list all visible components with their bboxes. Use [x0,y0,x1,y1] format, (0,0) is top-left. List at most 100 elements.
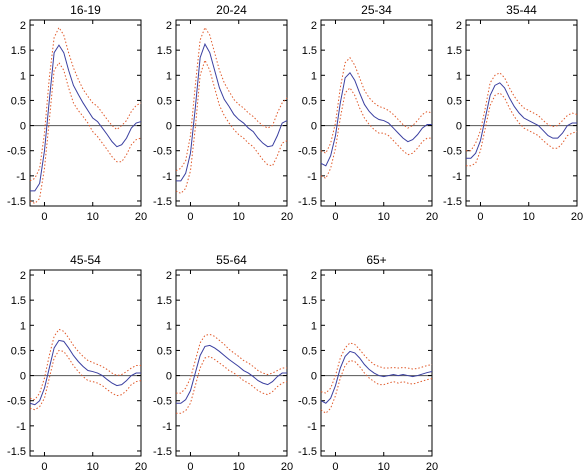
y-tick-label: 0 [166,121,172,133]
panel-title: 20-24 [216,3,247,17]
y-tick-label: -1.5 [298,446,317,458]
axes-frame [29,269,142,457]
chart-panel: 65+-1.5-1-0.500.511.520 10 20 [298,253,438,473]
y-tick-label: -1.5 [298,196,317,208]
y-tick-label: -1.5 [7,446,26,458]
panel-title: 16-19 [70,3,101,17]
y-tick-label: 1 [20,70,26,82]
x-tick-label: 20 [571,211,583,223]
chart-panel: 35-44-1.5-1-0.500.511.520 10 20 [443,3,583,223]
y-tick-label: 1 [456,70,462,82]
y-tick-label: 0 [311,121,317,133]
y-tick-label: 1.5 [447,45,462,57]
y-tick-label: 1.5 [11,295,26,307]
y-tick-label: -0.5 [7,396,26,408]
y-tick-label: 1 [311,320,317,332]
series-line-lower-band [175,58,288,195]
y-tick-label: 1.5 [302,295,317,307]
x-tick-label: 10 [233,211,245,223]
y-tick-label: 1 [166,320,172,332]
y-tick-label: 0 [311,371,317,383]
axes-frame [320,269,433,457]
series-line-upper-band [175,26,288,172]
series-line-upper-band [320,56,433,154]
x-tick-label: 10 [87,461,99,473]
x-tick-label: 0 [477,211,483,223]
chart-panel: 55-64-1.5-1-0.500.511.520 10 20 [153,253,293,473]
y-tick-label: 1 [166,70,172,82]
axes-frame [465,19,578,207]
series-line-estimate [320,350,433,404]
y-tick-label: -0.5 [153,396,172,408]
y-tick-label: 1.5 [302,45,317,57]
y-tick-label: 1 [311,70,317,82]
x-tick-label: 0 [187,461,193,473]
x-tick-label: 0 [332,211,338,223]
y-tick-label: 0 [166,371,172,383]
x-tick-label: 10 [523,211,535,223]
x-tick-label: 0 [187,211,193,223]
panel-title: 55-64 [216,253,247,267]
y-tick-label: 0.5 [11,95,26,107]
x-tick-label: 0 [41,461,47,473]
series-line-lower-band [29,61,142,205]
y-tick-label: -1 [162,171,172,183]
series-line-upper-band [466,72,578,152]
y-tick-label: 0 [20,121,26,133]
panel-title: 25-34 [361,3,392,17]
x-tick-label: 10 [87,211,99,223]
y-tick-label: -1 [307,171,317,183]
y-tick-label: 1.5 [157,45,172,57]
y-tick-label: 2 [166,20,172,32]
y-tick-label: 2 [166,270,172,282]
x-tick-label: 20 [426,211,438,223]
y-tick-label: 1 [20,320,26,332]
x-tick-label: 0 [41,211,47,223]
series-line-upper-band [29,26,142,182]
chart-panel: 25-34-1.5-1-0.500.511.520 10 20 [298,3,438,223]
y-tick-label: -1.5 [7,196,26,208]
y-tick-label: 1.5 [11,45,26,57]
x-tick-label: 0 [332,461,338,473]
y-tick-label: 2 [20,270,26,282]
y-tick-label: -1 [307,421,317,433]
x-tick-label: 20 [426,461,438,473]
y-tick-label: -1 [452,171,462,183]
series-line-lower-band [466,92,578,167]
y-tick-label: -1 [16,171,26,183]
y-tick-label: -0.5 [153,146,172,158]
series-line-estimate [176,344,287,404]
y-tick-label: 0.5 [302,345,317,357]
chart-panel: 45-54-1.5-1-0.500.511.520 10 20 [7,253,147,473]
panel-title: 45-54 [70,253,101,267]
panel-title: 35-44 [506,3,537,17]
series-line-estimate [176,42,288,182]
y-tick-label: 0 [456,121,462,133]
y-tick-label: -0.5 [298,146,317,158]
series-line-estimate [30,44,142,192]
y-tick-label: 0.5 [11,345,26,357]
x-tick-label: 10 [233,461,245,473]
y-tick-label: -1 [16,421,26,433]
y-tick-label: -0.5 [443,146,462,158]
series-line-upper-band [29,328,141,401]
y-tick-label: -1.5 [443,196,462,208]
series-line-estimate [29,339,141,406]
x-tick-label: 20 [135,211,147,223]
y-tick-label: 0 [20,371,26,383]
series-line-estimate [320,71,432,167]
y-tick-label: 0.5 [157,95,172,107]
y-tick-label: -0.5 [7,146,26,158]
y-tick-label: 0.5 [157,345,172,357]
y-tick-label: 2 [311,270,317,282]
panel-title: 65+ [366,253,386,267]
y-tick-label: -0.5 [298,396,317,408]
x-tick-label: 20 [281,211,293,223]
y-tick-label: 0.5 [447,95,462,107]
axes-frame [175,269,288,457]
y-tick-label: -1 [162,421,172,433]
x-tick-label: 10 [378,211,390,223]
y-tick-label: -1.5 [153,446,172,458]
chart-panel: 16-19-1.5-1-0.500.511.520 10 20 [7,3,147,223]
